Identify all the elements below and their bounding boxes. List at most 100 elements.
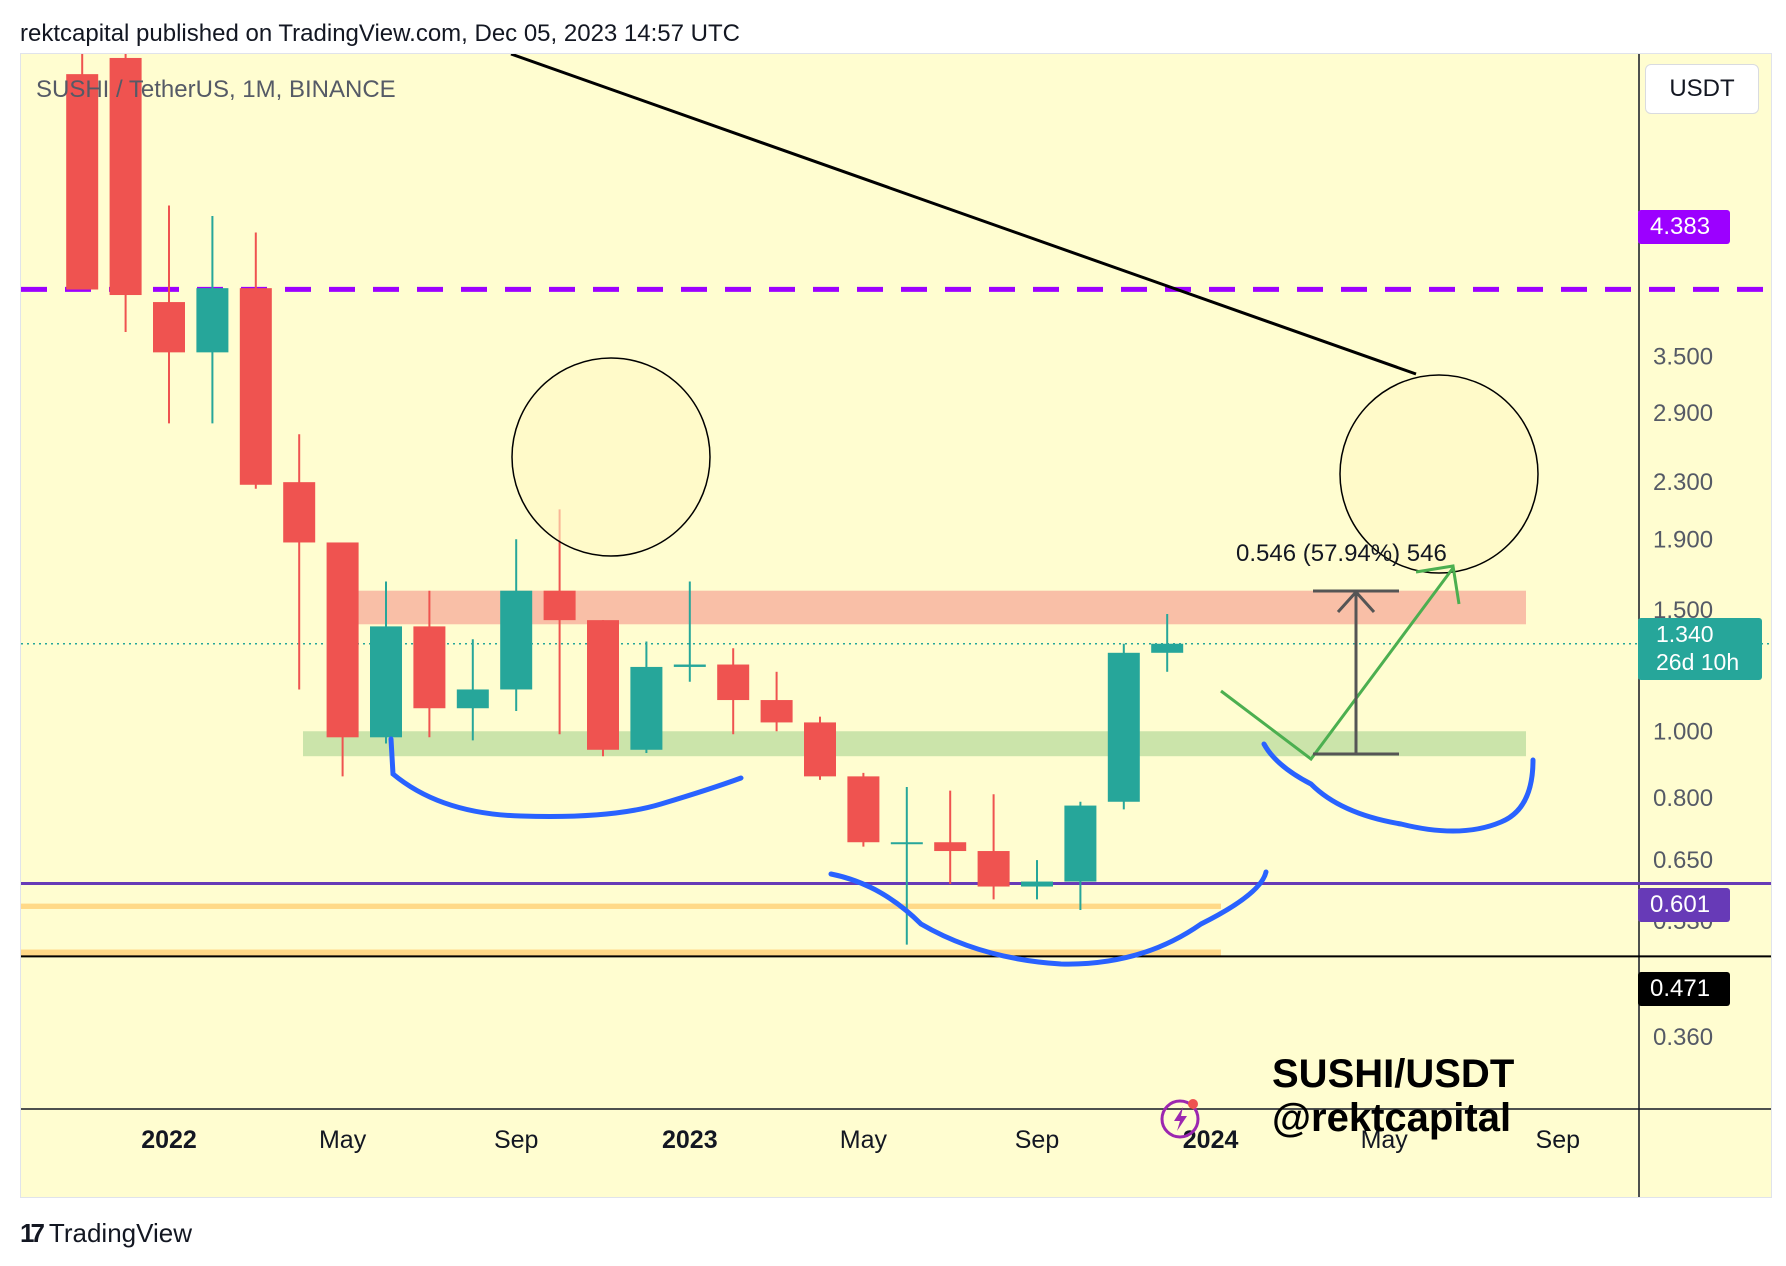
blue-arc-2023 [828,869,1269,967]
price-tick-label: 3.500 [1653,344,1713,371]
candle-body [543,590,576,621]
candle-body [283,482,316,543]
candle-countdown: 26d 10h [1656,649,1740,675]
price-tick-label: 0.800 [1653,785,1713,812]
candle-2022-01[interactable] [153,205,185,424]
time-tick-label: May [840,1126,888,1154]
candle-body [413,626,446,709]
candle-2023-03[interactable] [760,671,793,732]
zone-green-1 [303,731,1526,757]
time-tick-label: Sep [494,1126,538,1154]
green-projection-path [1220,567,1455,762]
candle-2023-12[interactable] [1151,614,1184,672]
plot-background [21,54,1639,1109]
currency-button[interactable]: USDT [1645,64,1759,114]
blue-arc-projection [1261,741,1536,834]
candle-2023-09[interactable] [1021,860,1053,900]
blue-arc-2022 [388,736,744,819]
measure-label: 0.546 (57.94%) 546 [1236,540,1447,567]
zone-pink-0 [346,590,1526,625]
time-tick-label: 2022 [141,1126,197,1154]
support-price-tag: 0.601 [1638,888,1730,922]
candle-body [760,700,793,723]
candle-body [239,288,272,485]
time-tick-label: 2023 [662,1126,718,1154]
lightning-icon[interactable] [1158,1095,1204,1141]
candle-body [847,776,880,843]
chart-frame: 5.5003.5002.9002.3001.9001.5001.0000.800… [20,53,1772,1198]
candle-2023-04[interactable] [804,716,836,780]
price-tick-label: 1.900 [1653,526,1713,553]
current-price-tag: 1.340 26d 10h [1638,618,1762,680]
candle-2023-06[interactable] [890,786,923,945]
candle-body [977,851,1010,887]
current-price-value: 1.340 [1656,621,1714,647]
candle-2023-08[interactable] [977,794,1010,900]
time-tick-label: May [1361,1126,1409,1154]
candle-body [66,74,99,290]
candle-body [500,590,533,690]
publish-header: rektcapital published on TradingView.com… [20,20,740,47]
candle-body [717,664,750,701]
candle-body [630,666,663,750]
price-chart[interactable]: 5.5003.5002.9002.3001.9001.5001.0000.800… [21,54,1772,1198]
candle-2022-10[interactable] [543,509,576,735]
watermark: SUSHI/USDT @rektcapital [1272,1052,1514,1140]
footer-brand: TradingView [48,1218,192,1248]
candle-2023-10[interactable] [1064,801,1097,911]
candle-2021-12[interactable] [109,54,142,333]
time-tick-label: Sep [1536,1126,1580,1154]
candle-body [673,664,706,667]
trendline [510,54,1417,376]
watermark-pair: SUSHI/USDT [1272,1052,1515,1096]
symbol-info: SUSHI / TetherUS, 1M, BINANCE [36,76,396,103]
candle-2022-11[interactable] [587,620,619,757]
candle-body [326,542,359,738]
green-arrow-head [1415,564,1461,605]
candle-2021-11[interactable] [66,54,99,290]
candle-2023-01[interactable] [673,581,706,682]
candle-body [587,620,619,750]
candle-body [153,302,185,353]
candle-body [109,57,142,296]
zone-orange-2 [21,903,1221,909]
price-tick-label: 2.300 [1653,469,1713,496]
footer: 17 TradingView [20,1218,192,1249]
price-tick-label: 0.360 [1653,1024,1713,1051]
tradingview-logo-icon: 17 [20,1218,45,1248]
candle-2022-04[interactable] [283,434,316,690]
candle-body [196,288,229,353]
time-axis-background [21,1109,1771,1197]
price-tick-label: 2.900 [1653,400,1713,427]
candle-body [804,722,836,777]
candle-body [1107,652,1140,802]
candle-2022-03[interactable] [239,232,272,489]
highlight-circle-right [1339,374,1539,574]
highlight-circle-left [511,357,711,557]
candle-2023-07[interactable] [934,790,967,885]
candle-body [1064,805,1097,882]
candle-2023-05[interactable] [847,772,880,847]
time-tick-label: Sep [1015,1126,1059,1154]
candle-body [456,689,489,709]
candle-2022-09[interactable] [500,539,533,712]
resistance-price-tag: 4.383 [1638,210,1730,244]
candle-2022-07[interactable] [413,590,446,738]
candle-2022-08[interactable] [456,639,489,741]
candle-2022-05[interactable] [326,542,359,777]
time-tick-label: May [319,1126,367,1154]
candle-2023-02[interactable] [717,648,750,735]
candle-body [1021,881,1053,887]
candle-body [890,842,923,845]
watermark-handle: @rektcapital [1272,1096,1512,1140]
low-price-tag: 0.471 [1638,972,1730,1006]
zone-orange-3 [21,949,1221,956]
candle-2022-06[interactable] [370,581,402,744]
candle-body [934,842,967,852]
candle-2023-11[interactable] [1107,643,1140,810]
candle-2022-12[interactable] [630,641,663,753]
price-tick-label: 1.000 [1653,718,1713,745]
candle-body [1151,643,1184,653]
candle-2022-02[interactable] [196,216,229,424]
candle-body [370,626,402,738]
